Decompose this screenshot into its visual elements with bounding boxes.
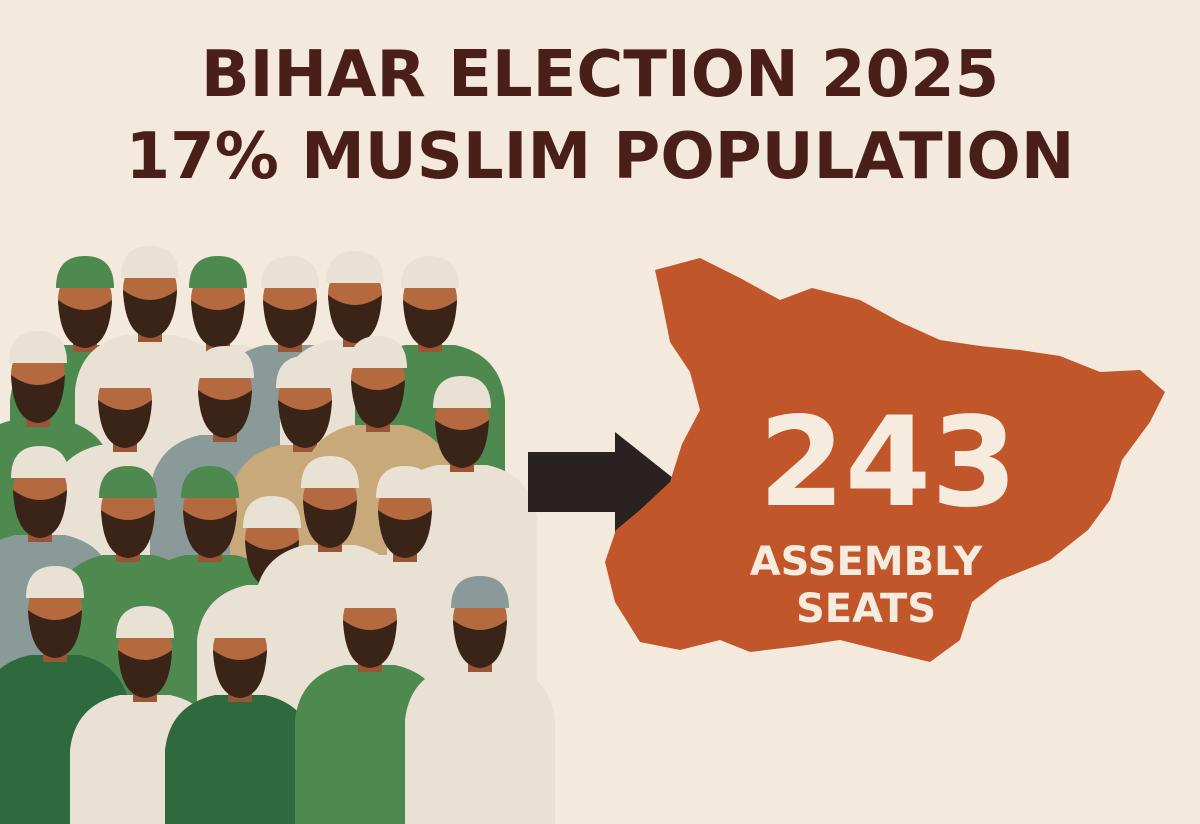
- person-beard: [118, 650, 172, 698]
- person-cap: [99, 466, 157, 498]
- person-cap: [116, 606, 174, 638]
- person-cap: [451, 576, 509, 608]
- person-beard: [303, 500, 357, 548]
- title-line-2: 17% MUSLIM POPULATION: [126, 120, 1075, 194]
- person-beard: [435, 420, 489, 468]
- person-cap: [276, 356, 334, 388]
- person-cap: [196, 346, 254, 378]
- person-beard: [123, 290, 177, 338]
- person-beard: [11, 375, 65, 423]
- person-cap: [301, 456, 359, 488]
- title-line-1: BIHAR ELECTION 2025: [201, 38, 999, 112]
- person-cap: [189, 256, 247, 288]
- arrow-shaft: [528, 452, 620, 512]
- person-cap: [433, 376, 491, 408]
- person-beard: [13, 490, 67, 538]
- person-cap: [261, 256, 319, 288]
- person-body: [405, 665, 555, 824]
- arrow: [528, 432, 678, 532]
- seat-count: 243: [759, 391, 1018, 535]
- person-beard: [328, 295, 382, 343]
- person-beard: [213, 650, 267, 698]
- person-cap: [326, 251, 384, 283]
- person-cap: [349, 336, 407, 368]
- person-cap: [243, 496, 301, 528]
- person-beard: [101, 510, 155, 558]
- person-cap: [9, 331, 67, 363]
- person-cap: [376, 466, 434, 498]
- person-beard: [191, 300, 245, 348]
- person-cap: [341, 576, 399, 608]
- person-beard: [403, 300, 457, 348]
- person-body: [165, 695, 315, 824]
- person-cap: [181, 466, 239, 498]
- person-beard: [378, 510, 432, 558]
- person-beard: [28, 610, 82, 658]
- person-beard: [98, 400, 152, 448]
- crowd-illustration: [0, 246, 555, 824]
- person-beard: [351, 380, 405, 428]
- person-beard: [263, 300, 317, 348]
- person-cap: [96, 356, 154, 388]
- person-beard: [453, 620, 507, 668]
- person-cap: [56, 256, 114, 288]
- person-beard: [58, 300, 112, 348]
- bihar-map: [605, 258, 1165, 662]
- person-cap: [401, 256, 459, 288]
- person-beard: [183, 510, 237, 558]
- seat-label-line-1: ASSEMBLY: [750, 539, 984, 585]
- person-cap: [121, 246, 179, 278]
- person-beard: [278, 400, 332, 448]
- person-cap: [11, 446, 69, 478]
- person-cap: [26, 566, 84, 598]
- person-beard: [198, 390, 252, 438]
- person-beard: [343, 620, 397, 668]
- seat-label-line-2: SEATS: [796, 586, 936, 632]
- person-cap: [211, 606, 269, 638]
- arrow-head: [615, 432, 678, 532]
